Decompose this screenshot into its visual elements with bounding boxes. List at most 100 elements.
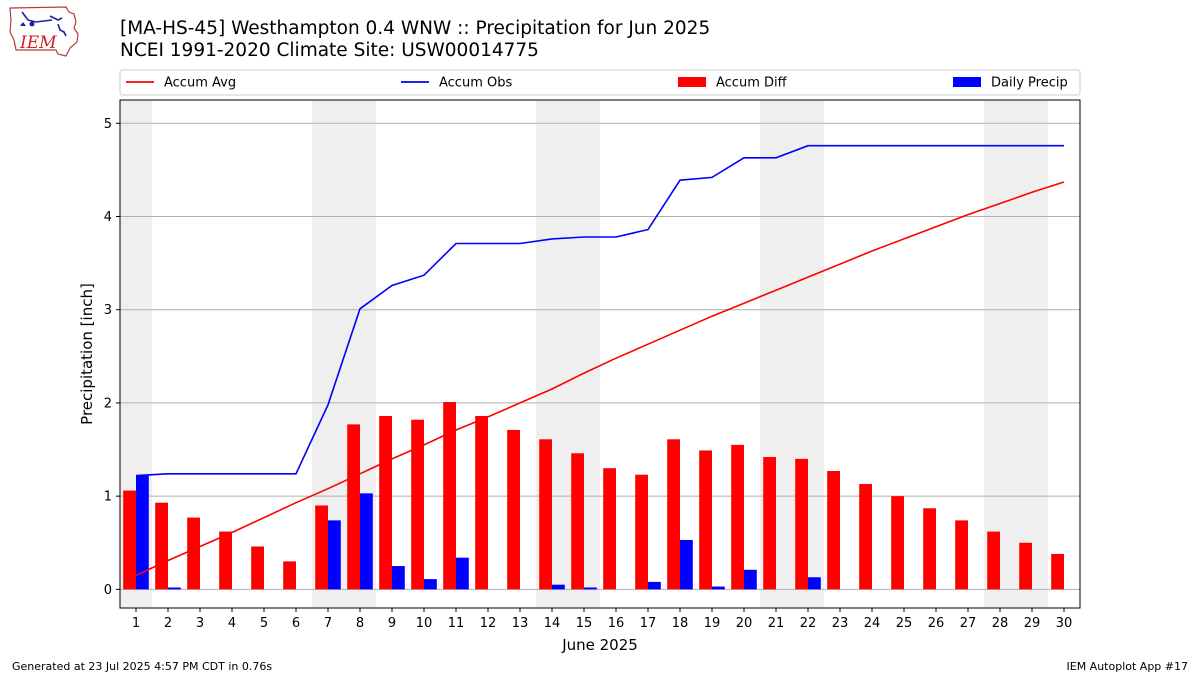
y-tick-label: 2 [104,396,112,411]
y-tick-label: 3 [104,303,112,318]
accum-diff-bar [187,517,200,590]
x-tick-label: 29 [1024,616,1041,631]
accum-avg-line [135,181,1065,577]
x-tick-label: 3 [196,616,204,631]
x-tick-label: 22 [800,616,817,631]
daily-precip-bar [584,587,597,590]
x-tick-label: 19 [704,616,721,631]
plot-frame [119,99,1081,609]
weekend-band [984,100,1048,608]
daily-precip-bar [392,566,405,590]
daily-precip-bar [424,579,437,590]
x-tick-label: 30 [1056,616,1073,631]
x-tick-label: 8 [356,616,364,631]
x-tick-label: 7 [324,616,332,631]
accum-diff-bar [507,429,520,590]
accum-diff-bar [667,439,680,590]
x-tick-label: 15 [576,616,593,631]
accum-diff-bar [827,470,840,590]
legend-bar-swatch [678,77,706,87]
accum-diff-bar [1019,542,1032,590]
daily-precip-bar [712,586,725,590]
x-tick-label: 16 [608,616,625,631]
accum-diff-bar [379,415,392,590]
x-tick-label: 26 [928,616,945,631]
y-tick-label: 1 [104,490,112,505]
accum-diff-bar [763,456,776,590]
accum-diff-bar [795,458,808,590]
daily-precip-bar [680,539,693,590]
x-tick-label: 14 [544,616,561,631]
x-tick-label: 21 [768,616,785,631]
x-tick-label: 24 [864,616,881,631]
legend-label: Accum Avg [164,76,236,91]
accum-diff-bar [155,502,168,590]
accum-diff-bar [539,439,552,590]
x-tick-label: 2 [164,616,172,631]
x-tick-label: 1 [132,616,140,631]
x-tick-label: 6 [292,616,300,631]
x-tick-label: 25 [896,616,913,631]
legend-bar-swatch [953,77,981,87]
legend-label: Accum Obs [439,76,512,91]
daily-precip-bar [456,557,469,590]
x-axis-ticks: 1 2 3 4 5 6 7 8 9 10 11 12 13 14 15 16 17 18 19 20 21 22 23 24 2… [132,608,1072,631]
accum-diff-bar [731,444,744,590]
accum-diff-bar [475,415,488,590]
x-tick-label: 18 [672,616,689,631]
grid-lines [120,122,1080,590]
y-axis-ticks: 0 1 2 3 4 5 [104,117,120,598]
logo-text: IEM [19,33,57,53]
y-axis-label: Precipitation [inch] [78,283,96,425]
accum-diff-bar [251,546,264,590]
iem-logo: IEM [6,4,82,62]
accum-diff-bar [411,419,424,590]
x-tick-label: 4 [228,616,236,631]
x-tick-label: 17 [640,616,657,631]
accum-diff-bar [1051,553,1064,590]
accum-diff-bar [923,508,936,590]
x-tick-label: 13 [512,616,529,631]
chart-title: [MA-HS-45] Westhampton 0.4 WNW :: Precip… [120,18,711,39]
daily-precip-bar [744,569,757,590]
accum-obs-line [135,144,1064,477]
accum-diff-bar [891,496,904,590]
accum-diff-bar [635,474,648,590]
y-tick-label: 4 [104,210,112,225]
x-axis-label: June 2025 [561,636,638,654]
app-label: IEM Autoplot App #17 [1066,660,1189,673]
accum-diff-bar [859,484,872,590]
legend-label: Accum Diff [716,76,788,91]
accum-diff-bar [603,468,616,590]
accum-diff-bar [315,505,328,590]
x-tick-label: 10 [416,616,433,631]
accum-diff-bar [987,531,1000,590]
daily-precip-bar [136,475,149,590]
x-tick-label: 11 [448,616,465,631]
accum-diff-bar [283,561,296,590]
accum-diff-bar [123,490,136,590]
generated-timestamp: Generated at 23 Jul 2025 4:57 PM CDT in … [12,660,273,673]
daily-precip-bar [808,577,821,590]
x-tick-label: 28 [992,616,1009,631]
accum-diff-bar [443,402,456,590]
accum-diff-bar [699,450,712,590]
x-tick-label: 12 [480,616,497,631]
daily-precip-bar [648,581,661,590]
daily-precip-bar [552,584,565,590]
daily-precip-bar [168,587,181,590]
x-tick-label: 5 [260,616,268,631]
daily-precip-bar [328,520,341,590]
y-tick-label: 5 [104,117,112,132]
chart-subtitle: NCEI 1991-2020 Climate Site: USW00014775 [120,40,539,61]
accum-diff-bar [219,531,232,590]
x-tick-label: 27 [960,616,977,631]
accum-diff-bar [955,520,968,590]
x-tick-label: 20 [736,616,753,631]
x-tick-label: 9 [388,616,396,631]
daily-precip-bar [360,493,373,590]
accum-diff-bar [347,424,360,590]
legend-label: Daily Precip [991,76,1068,91]
legend: Accum Avg Accum Obs Accum Diff Daily Precip [119,69,1081,96]
